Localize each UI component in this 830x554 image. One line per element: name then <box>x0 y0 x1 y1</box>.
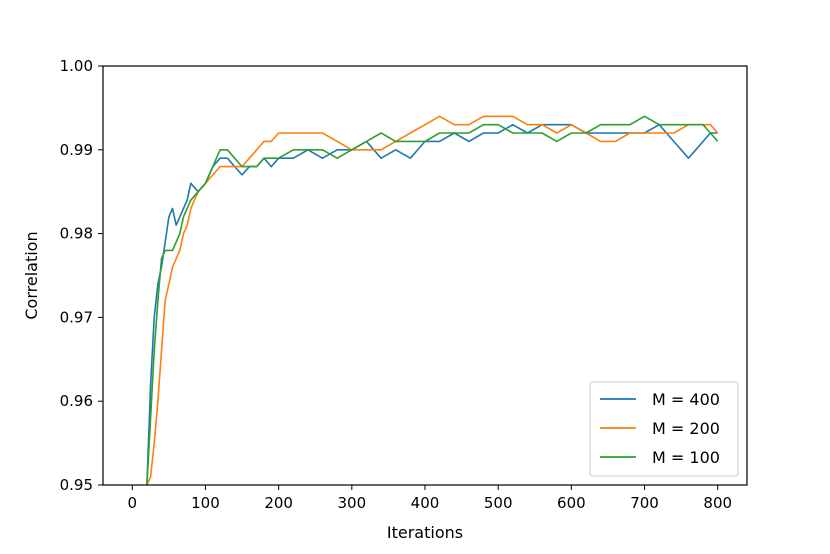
y-tick-label: 0.97 <box>60 308 93 326</box>
y-tick-label: 1.00 <box>60 57 93 75</box>
x-tick-label: 0 <box>127 494 137 512</box>
x-axis-title: Iterations <box>387 523 463 542</box>
x-tick-label: 100 <box>191 494 220 512</box>
x-tick-label: 700 <box>630 494 659 512</box>
legend-label-1: M = 400 <box>652 390 720 409</box>
legend-box <box>589 381 739 477</box>
x-axis: 0 100 200 300 400 500 600 700 800 <box>127 485 732 512</box>
x-tick-label: 400 <box>411 494 440 512</box>
x-tick-label: 200 <box>264 494 293 512</box>
plot-lines <box>146 115 719 485</box>
legend-label-3: M = 100 <box>652 448 720 467</box>
y-axis-title: Correlation <box>22 231 41 319</box>
y-tick-label: 0.95 <box>60 476 93 494</box>
x-tick-label: 300 <box>337 494 366 512</box>
series-line-2 <box>146 115 719 485</box>
x-tick-label: 800 <box>703 494 732 512</box>
legend-label-2: M = 200 <box>652 419 720 438</box>
series-line-3 <box>146 115 719 485</box>
y-tick-label: 0.96 <box>60 392 93 410</box>
y-tick-label: 0.98 <box>60 225 93 243</box>
y-tick-label: 0.99 <box>60 141 93 159</box>
y-axis: 0.95 0.96 0.97 0.98 0.99 1.00 <box>60 57 103 494</box>
x-tick-label: 500 <box>484 494 513 512</box>
series-line-1 <box>146 123 718 485</box>
x-tick-label: 600 <box>557 494 586 512</box>
legend: M = 400 M = 200 M = 100 <box>589 381 739 477</box>
